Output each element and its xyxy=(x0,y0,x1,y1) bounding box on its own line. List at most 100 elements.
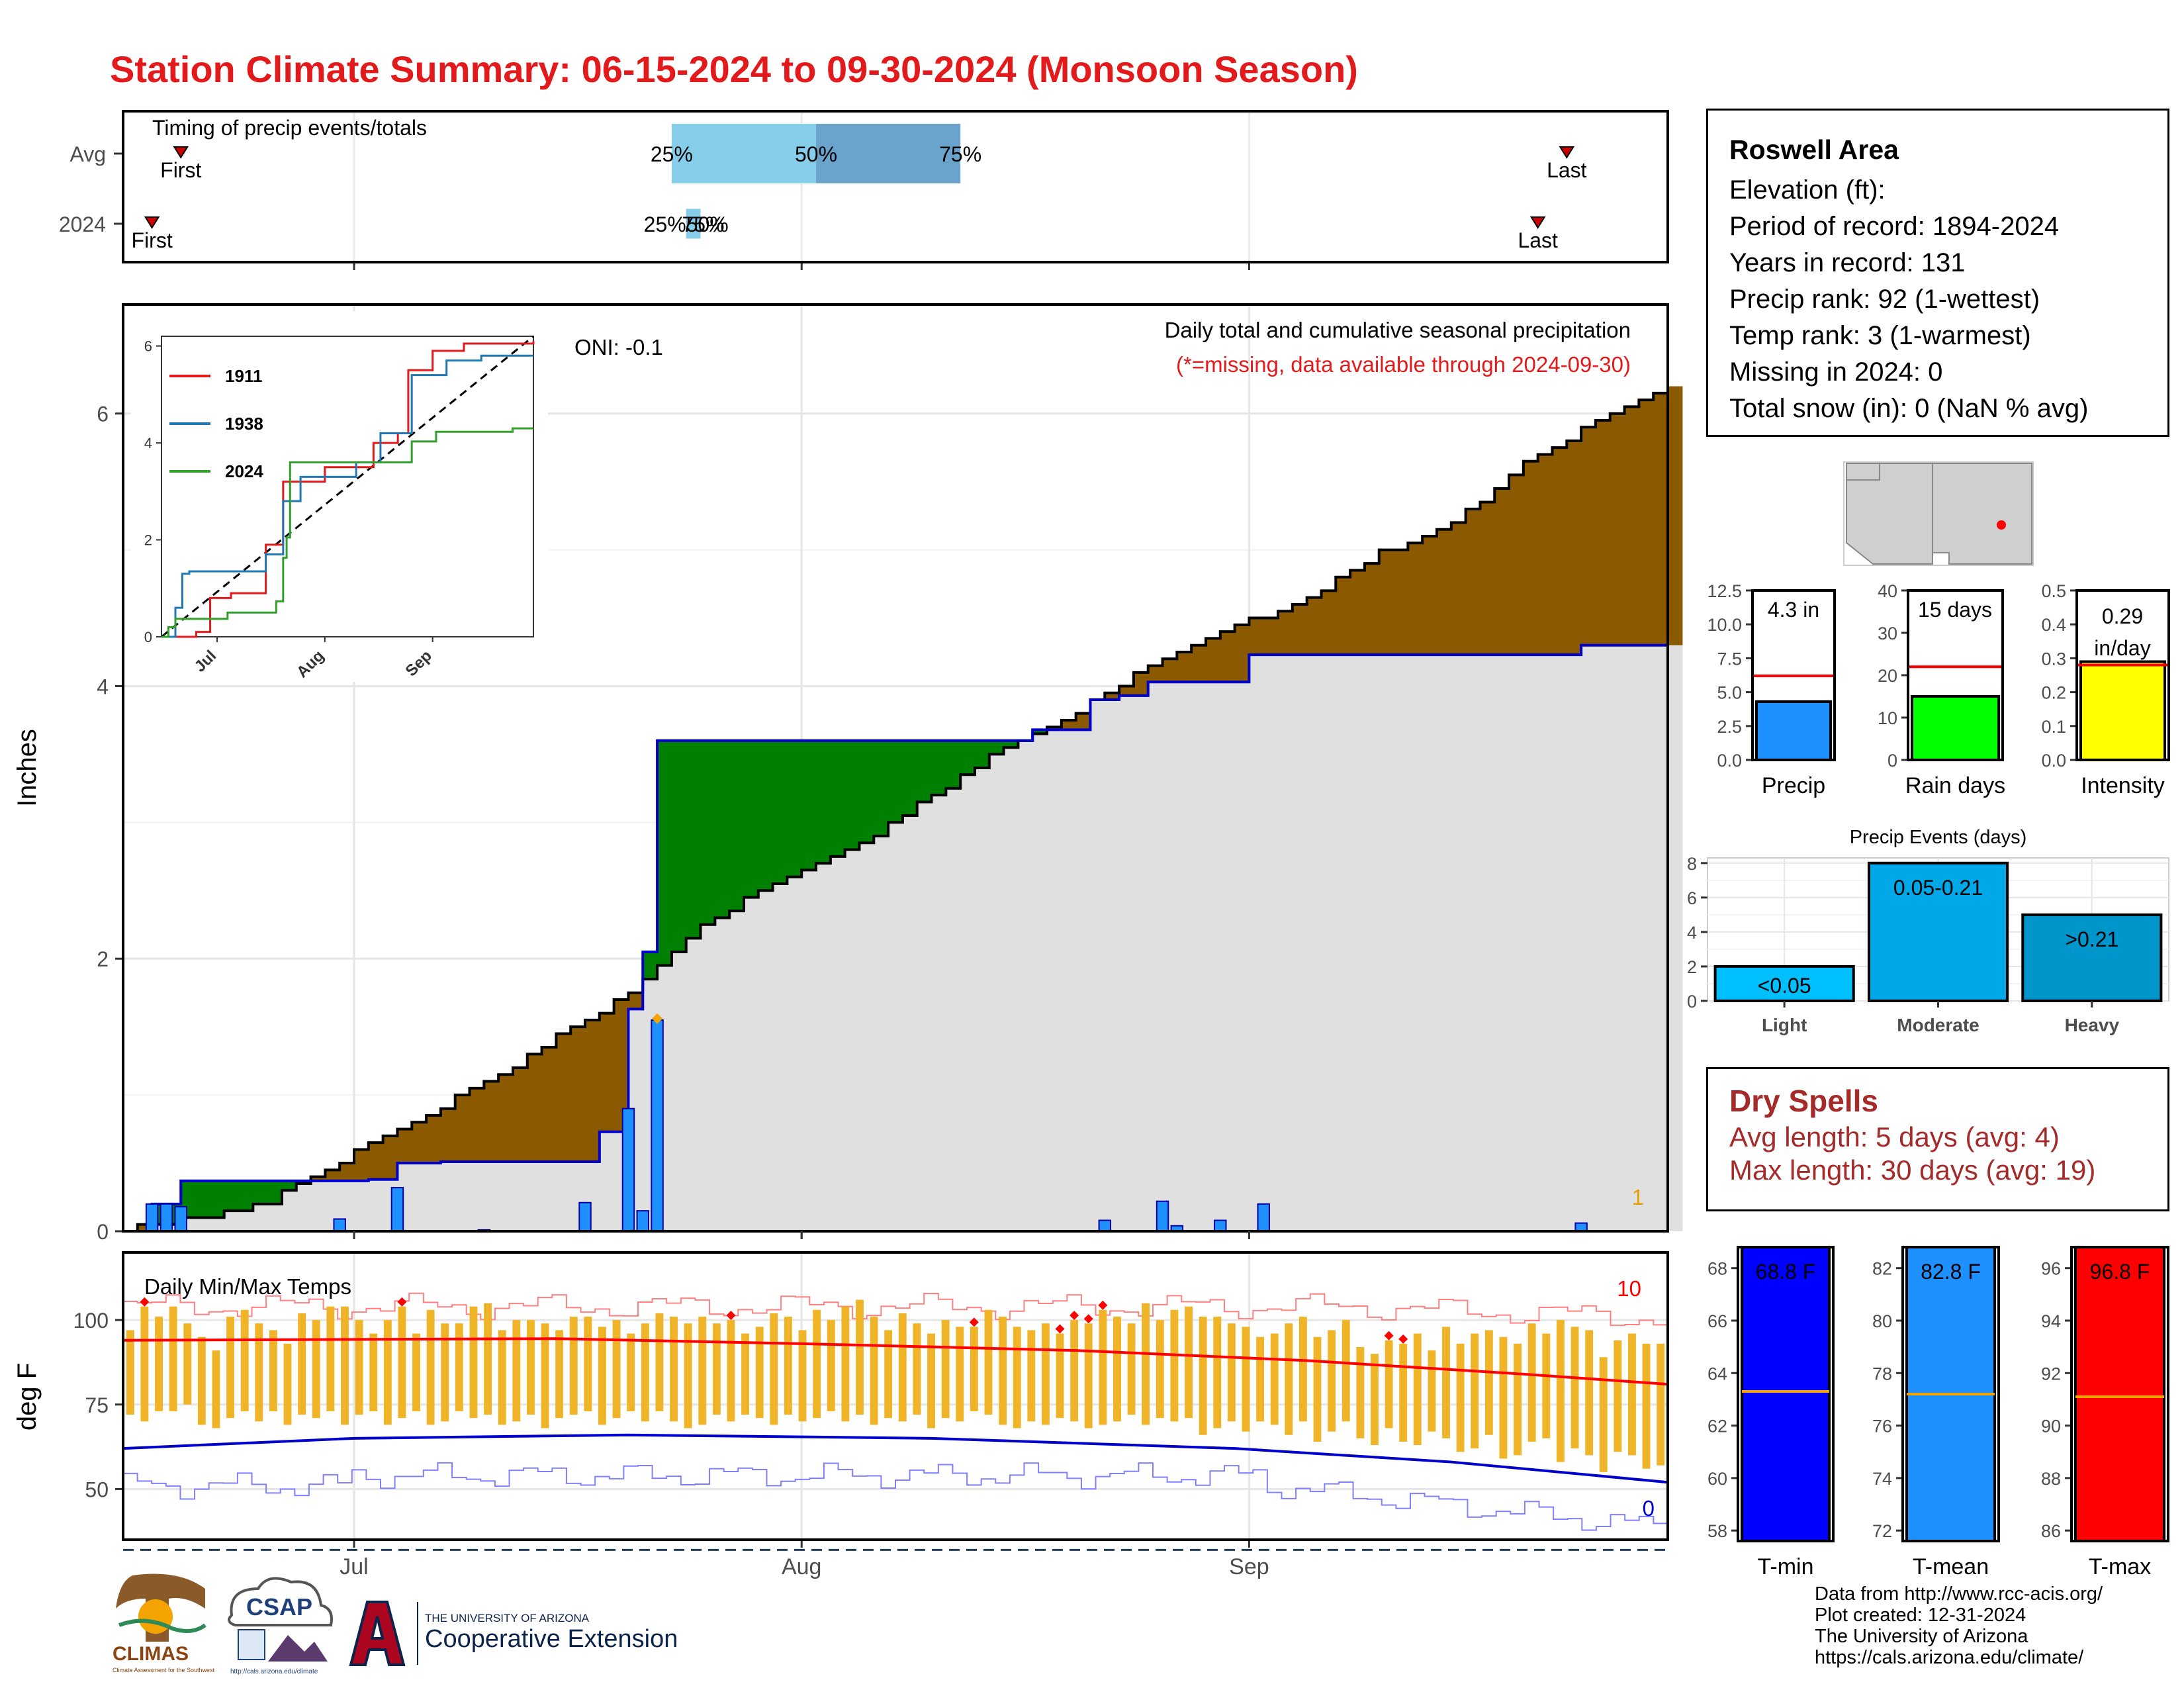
csap-cloud-icon xyxy=(228,1577,333,1626)
record-high-line xyxy=(123,1292,1668,1327)
daily-temp-bar xyxy=(455,1323,463,1411)
timing-marker-last xyxy=(1559,146,1575,159)
oni-annotation: ONI: -0.1 xyxy=(574,335,663,359)
below-normal-column xyxy=(1552,447,1567,655)
cumulative-fill-column xyxy=(989,754,1005,1231)
daily-temp-bar xyxy=(169,1306,177,1411)
cumulative-fill-column xyxy=(1162,682,1177,1231)
daily-temp-bar xyxy=(1556,1320,1565,1462)
cumulative-fill-column xyxy=(974,768,990,1231)
below-normal-column xyxy=(1436,529,1452,655)
tmax-chart-label: T-max xyxy=(2089,1554,2151,1579)
tmin-chart-value: 68.8 F xyxy=(1756,1260,1816,1284)
daily-temp-bar xyxy=(441,1323,449,1422)
precip-total-chart-y-tick-label: 10.0 xyxy=(1707,615,1742,635)
daily-temp-bar xyxy=(1113,1317,1121,1422)
below-normal-column xyxy=(1465,508,1481,655)
daily-temp-bar xyxy=(1170,1309,1179,1422)
credits: Data from http://www.rcc-acis.org/ Plot … xyxy=(1815,1583,2103,1668)
daily-temp-bar xyxy=(369,1333,378,1411)
above-normal-column xyxy=(830,740,846,857)
credit-data-source: Data from http://www.rcc-acis.org/ xyxy=(1815,1583,2103,1605)
daily-temp-bar xyxy=(1070,1320,1079,1422)
record-high-marker xyxy=(969,1317,979,1327)
daily-temp-bar xyxy=(1471,1333,1479,1449)
temps-y-tick-label: 50 xyxy=(85,1477,109,1501)
daily-precip-bar xyxy=(1156,1200,1169,1233)
daily-temp-bar xyxy=(1213,1317,1222,1429)
daily-temp-bar xyxy=(1298,1317,1307,1422)
cumulative-fill-column xyxy=(1061,729,1077,1231)
timing-label-last: Last xyxy=(1518,228,1558,252)
below-normal-column xyxy=(340,1163,355,1181)
temps-frame xyxy=(122,1251,1669,1541)
daily-temp-bar xyxy=(1599,1357,1608,1472)
inset-legend-label-1911: 1911 xyxy=(225,366,262,386)
above-normal-column xyxy=(643,951,658,980)
raindays-total-chart-y-tick-label: 30 xyxy=(1878,624,1897,643)
precip-frame xyxy=(122,303,1669,1233)
cumulative-fill-column xyxy=(455,1162,471,1231)
credit-university: The University of Arizona xyxy=(1815,1626,2028,1647)
precip-total-chart-y-tick-label: 12.5 xyxy=(1707,581,1742,601)
below-normal-column xyxy=(354,1149,369,1181)
cumulative-fill-column xyxy=(859,843,874,1231)
tmax-chart-y-tick-label: 86 xyxy=(2041,1521,2061,1541)
daily-temp-bar xyxy=(226,1317,235,1419)
daily-temp-bar xyxy=(1527,1323,1536,1442)
daily-temp-bar xyxy=(312,1320,320,1419)
daily-temp-bar xyxy=(240,1309,249,1411)
cumulative-fill-column xyxy=(1047,729,1062,1231)
daily-temp-bar xyxy=(398,1306,406,1419)
cumulative-fill-column xyxy=(1480,655,1495,1231)
cumulative-fill-column xyxy=(1350,655,1365,1231)
raindays-total-chart-y-tick-label: 40 xyxy=(1878,581,1897,601)
record-high-marker xyxy=(1098,1300,1108,1310)
below-normal-column xyxy=(1191,645,1206,682)
below-normal-column xyxy=(1408,543,1423,655)
below-normal-column xyxy=(426,1115,441,1164)
cumulative-fill-column xyxy=(1119,695,1134,1231)
below-normal-column xyxy=(1292,604,1308,655)
daily-temp-bar xyxy=(612,1320,621,1419)
tmin-chart-y-tick-label: 62 xyxy=(1707,1417,1727,1436)
climas-sun-icon xyxy=(138,1599,173,1634)
precip-total-chart: 0.0 2.5 5.0 7.5 10.0 12.5 Precip 4.3 in xyxy=(1707,581,1836,798)
timing-label-50: 50% xyxy=(795,142,837,166)
daily-temp-bar xyxy=(526,1320,535,1415)
cumulative-fill-column xyxy=(1653,645,1668,1231)
precip-events-x-label-light: Light xyxy=(1762,1015,1807,1035)
cumulative-fill-column xyxy=(1263,655,1279,1231)
tmax-chart-y-tick-label: 94 xyxy=(2041,1311,2061,1331)
raindays-total-chart-bar xyxy=(1911,695,2000,761)
daily-temp-bar xyxy=(670,1317,678,1422)
below-normal-column xyxy=(1480,502,1495,655)
cumulative-fill-column xyxy=(917,802,933,1231)
below-normal-column xyxy=(1162,659,1177,682)
daily-temp-bar xyxy=(741,1333,750,1415)
daily-temp-bar xyxy=(1013,1327,1021,1429)
below-normal-column xyxy=(556,1033,571,1162)
info-years: Years in record: 131 xyxy=(1729,248,1966,277)
below-normal-column xyxy=(1075,713,1091,730)
precip-y-axis-label: Inches xyxy=(13,729,42,807)
timing-title: Timing of precip events/totals xyxy=(152,116,427,140)
tmax-chart: 86 88 90 92 94 96 96.8 F T-max xyxy=(2041,1246,2169,1579)
above-normal-column xyxy=(267,1180,283,1204)
cumulative-fill-column xyxy=(1552,655,1567,1231)
cumulative-fill-column xyxy=(787,876,802,1231)
cumulative-fill-column xyxy=(426,1163,441,1231)
cumulative-fill-column xyxy=(686,938,702,1231)
tmean-chart-y-tick-label: 72 xyxy=(1872,1521,1892,1541)
daily-temp-bar xyxy=(1270,1333,1279,1425)
above-normal-column xyxy=(772,740,788,884)
daily-temp-bar xyxy=(1199,1317,1207,1435)
below-normal-column xyxy=(1595,420,1611,645)
timing-bar-25-50 xyxy=(671,124,817,183)
map-border-line xyxy=(1846,463,1880,481)
daily-temp-bar xyxy=(598,1327,606,1425)
daily-temp-bar xyxy=(1385,1340,1393,1429)
above-normal-column xyxy=(209,1180,225,1218)
daily-precip-bar xyxy=(621,1107,635,1233)
cumulative-fill-column xyxy=(1436,655,1452,1231)
